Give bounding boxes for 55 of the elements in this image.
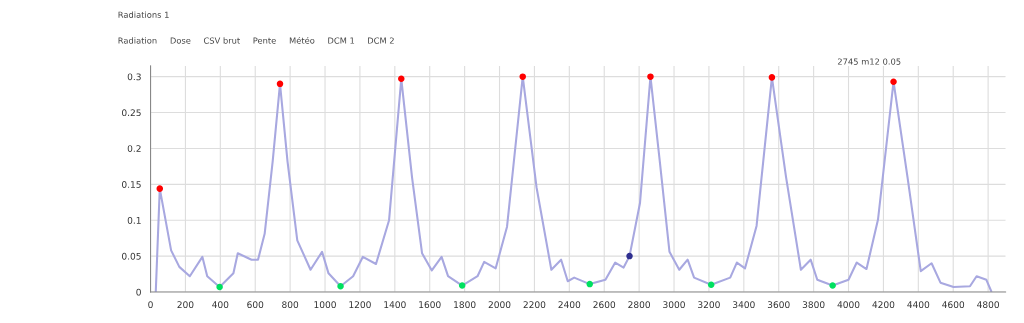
text: Météo — [289, 36, 315, 44]
x-tick-label: 2200 — [523, 301, 546, 309]
point — [276, 80, 284, 88]
point — [768, 74, 776, 81]
x-tick-label: 3800 — [802, 301, 825, 309]
x-tick-label: 1600 — [419, 301, 441, 309]
x-tick-label: 4000 — [837, 301, 860, 309]
text: Radiations 1 — [118, 11, 169, 18]
x-tick-label: 3000 — [663, 301, 685, 309]
y-tick-label: 0.25 — [121, 109, 141, 117]
text: Pente — [253, 37, 276, 44]
x-tick-label: 800 — [282, 301, 299, 309]
y-tick-label: 0.05 — [121, 252, 141, 260]
x-tick-label: 1200 — [349, 301, 371, 309]
point — [890, 78, 897, 85]
y-tick-label: 0.1 — [127, 216, 141, 224]
x-tick-label: 400 — [212, 301, 229, 309]
text: CSV brut — [203, 37, 240, 44]
x-tick-label: 2000 — [488, 301, 511, 309]
x-tick-label: 4800 — [977, 301, 1000, 309]
x-tick-label: 1000 — [314, 301, 336, 309]
x-tick-label: 1800 — [454, 301, 476, 309]
x-tick-label: 4400 — [907, 301, 930, 309]
point — [398, 75, 405, 83]
point — [586, 280, 593, 288]
x-tick-label: 0 — [148, 301, 153, 309]
x-tick-label: 600 — [247, 301, 264, 309]
point — [337, 282, 344, 290]
x-tick-label: 200 — [177, 301, 194, 309]
text: DCM 2 — [368, 37, 394, 44]
point — [458, 282, 466, 289]
x-tick-label: 2800 — [628, 301, 651, 309]
x-tick-label: 3400 — [733, 301, 755, 309]
text: Radiation — [118, 37, 157, 44]
x-tick-label: 3600 — [767, 301, 790, 309]
x-tick-label: 4200 — [872, 301, 895, 309]
point — [647, 73, 654, 80]
y-tick-label: 0.3 — [127, 73, 141, 81]
text: Dose — [170, 37, 191, 44]
point — [829, 282, 836, 289]
x-tick-label: 1400 — [384, 301, 406, 309]
y-tick-label: 0.15 — [121, 181, 141, 188]
y-tick-label: 0.2 — [127, 145, 141, 152]
point — [707, 281, 715, 289]
y-tick-label: 0 — [136, 288, 141, 296]
x-tick-label: 2600 — [593, 301, 616, 309]
point — [626, 252, 633, 260]
point — [156, 185, 164, 192]
point — [519, 73, 526, 80]
text: 2745 m12 0.05 — [837, 58, 901, 65]
x-tick-label: 4600 — [942, 301, 965, 309]
x-tick-label: 2400 — [558, 301, 581, 309]
point — [216, 283, 223, 291]
text: DCM 1 — [328, 37, 355, 44]
x-tick-label: 3200 — [698, 301, 720, 309]
